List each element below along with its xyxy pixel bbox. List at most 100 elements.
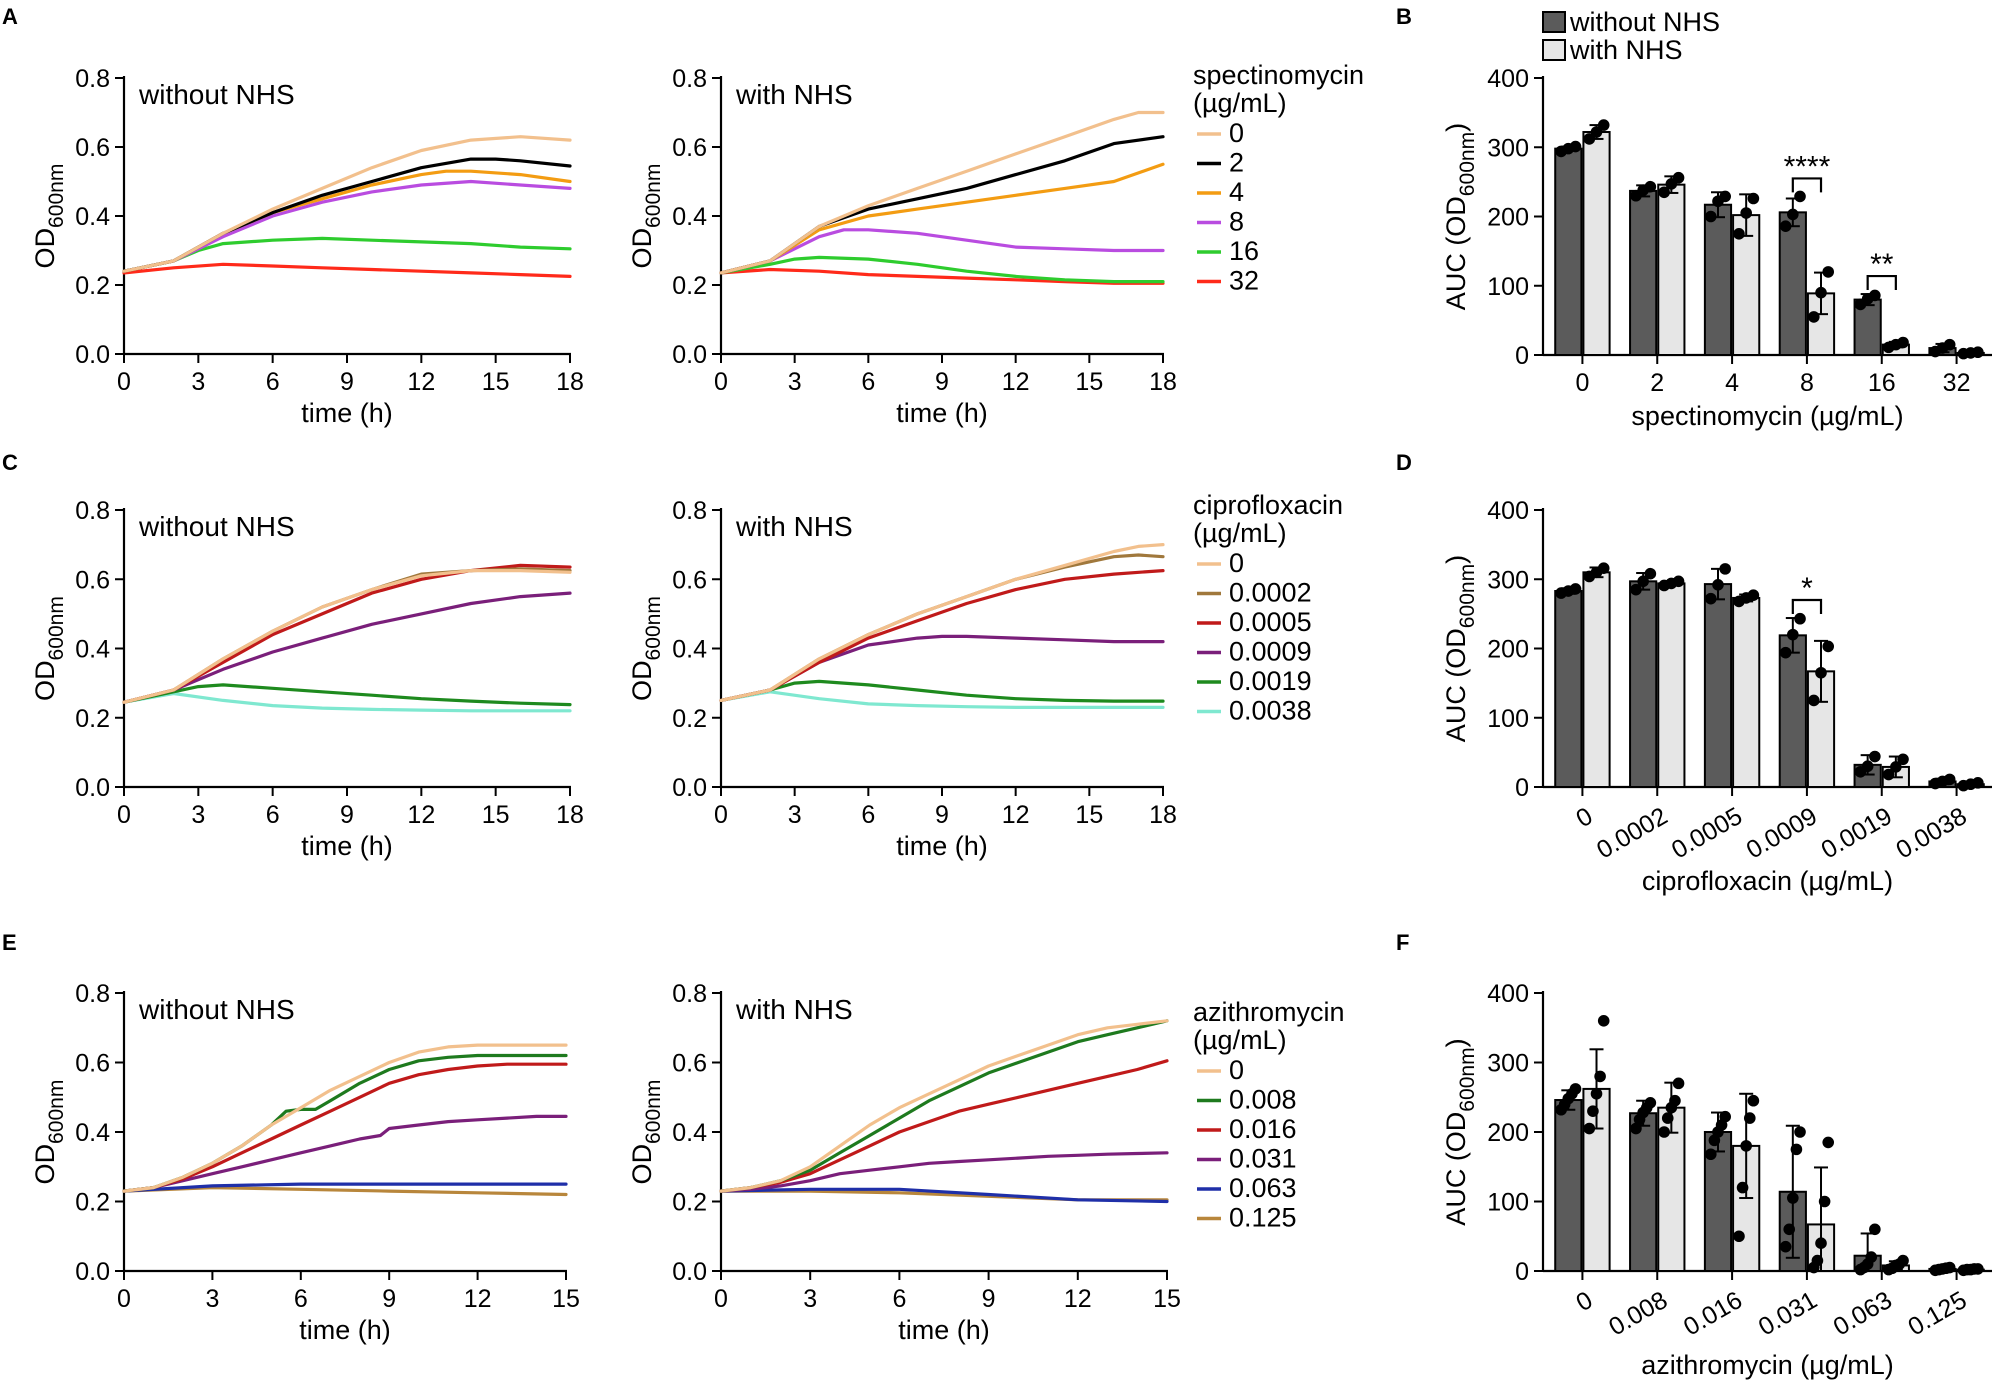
data-point [1972,346,1984,359]
panel-label-a: A [2,4,18,29]
line-chart-a2: 0.0 0.2 0.4 0.6 0.8 0 3 6 9 12 15 18 time (h) OD600nm… [627,65,1177,428]
chart-title: without NHS [138,79,295,110]
x-tick-label: 18 [1149,368,1177,396]
series-line-0.0038 [122,691,572,713]
x-axis-label: time (h) [896,831,988,861]
legend-entry: 0.0005 [1229,607,1312,637]
y-tick-label: 0.2 [75,1189,110,1217]
series-line-0.0009 [122,591,572,704]
data-point [1644,180,1657,193]
x-tick-label: 0.008 [1604,1286,1672,1342]
y-axis-label-sub: 600nm [1456,1047,1479,1111]
panel-label-e: E [2,930,17,955]
line-chart-c1: 0.0 0.2 0.4 0.6 0.8 0 3 6 9 12 15 18 time (h) OD600nm… [30,497,584,861]
y-axis-label: OD600nm [627,1080,665,1185]
x-tick-label: 3 [788,801,802,829]
x-axis-label: spectinomycin (µg/mL) [1631,401,1903,431]
data-point [1630,1122,1642,1135]
series-line-0.008 [719,1019,1169,1193]
data-point [1719,563,1731,575]
line-chart-e1: 0.0 0.2 0.4 0.6 0.8 0 3 6 9 12 15 time (h) OD600nm wi… [30,980,580,1345]
significance-label: * [1801,572,1813,605]
legend-swatch [1542,39,1566,61]
data-point [1569,583,1582,595]
data-point [1590,126,1603,138]
x-tick-label: 9 [935,801,949,829]
data-point [1822,1136,1835,1149]
data-point [1594,1070,1606,1083]
data-point [1658,186,1670,199]
data-point [1890,761,1902,773]
data-point [1808,694,1820,707]
x-tick-label: 0 [1575,369,1589,397]
x-tick-label: 0.063 [1829,1286,1897,1342]
legend-entry: with NHS [1569,35,1683,65]
legend-entry: 0.125 [1229,1203,1297,1233]
x-tick-label: 18 [556,368,584,396]
series-line-0.0038 [719,690,1165,710]
legend-entry: 0.0009 [1229,637,1312,667]
x-tick-label: 18 [556,801,584,829]
line-chart-e2: 0.0 0.2 0.4 0.6 0.8 0 3 6 9 12 15 time (h) OD600nm wi… [627,980,1181,1345]
data-point [1672,575,1685,588]
x-tick-label: 0 [714,801,728,829]
x-axis-label: time (h) [301,831,393,861]
bar-without-nhs [1778,634,1807,789]
data-point [1597,562,1610,574]
data-point [1590,1087,1603,1100]
x-tick-label: 9 [340,801,354,829]
data-point [1943,338,1956,351]
y-tick-label: 0.8 [75,980,110,1008]
series-line-8 [122,179,572,273]
y-axis-label: OD600nm [30,596,68,701]
legend-entry: 0 [1229,548,1244,578]
data-point [1811,1254,1824,1267]
data-point [1972,1263,1984,1275]
y-axis-label-end: ) [1441,555,1471,564]
series-line-0.0019 [719,679,1165,703]
y-tick-label: 0.0 [672,341,707,369]
y-axis-label: OD600nm [30,1080,68,1185]
series-line-0.031 [122,1114,568,1193]
y-tick-label: 0.0 [672,1258,707,1286]
data-point [1794,612,1806,625]
series-line-0 [122,568,572,704]
x-tick-label: 3 [803,1285,817,1313]
y-tick-label: 0.8 [672,65,707,93]
data-point [1630,583,1642,596]
x-tick-label: 0 [117,1285,131,1313]
series-line-0.0019 [122,683,572,707]
x-tick-label: 9 [382,1285,396,1313]
x-tick-label: 0.0002 [1592,802,1672,864]
y-axis-label: AUC (OD600nm) [1441,1038,1479,1225]
legend-unit: (µg/mL) [1193,1025,1287,1055]
series-line-0.008 [122,1053,568,1193]
y-tick-label: 400 [1487,65,1529,93]
x-tick-label: 12 [464,1285,492,1313]
y-tick-label: 0.2 [672,1189,707,1217]
y-tick-label: 200 [1487,636,1529,664]
data-point [1733,1230,1745,1243]
series-line-32 [719,267,1165,285]
y-tick-label: 0.4 [672,636,707,664]
y-axis-label-main: OD [30,228,60,269]
data-point [1869,289,1881,302]
x-tick-label: 2 [1650,369,1664,397]
y-axis-label-end: ) [1441,123,1471,132]
y-axis-label-main: OD [627,660,657,701]
x-tick-label: 32 [1943,369,1971,397]
y-tick-label: 0.2 [75,705,110,733]
y-tick-label: 0.4 [75,203,110,231]
data-point [1569,1083,1582,1095]
y-axis-label-sub: 600nm [642,1080,665,1144]
bar-without-nhs [1554,1099,1583,1273]
data-point [1865,1251,1878,1263]
x-tick-label: 9 [982,1285,996,1313]
bar-without-nhs [1629,1112,1658,1272]
x-tick-label: 12 [407,801,435,829]
data-point [1779,220,1792,232]
series-line-0.016 [719,1059,1169,1193]
bar-without-nhs [1554,147,1583,356]
bar-without-nhs [1778,211,1807,356]
y-axis-label-main: OD [30,660,60,701]
